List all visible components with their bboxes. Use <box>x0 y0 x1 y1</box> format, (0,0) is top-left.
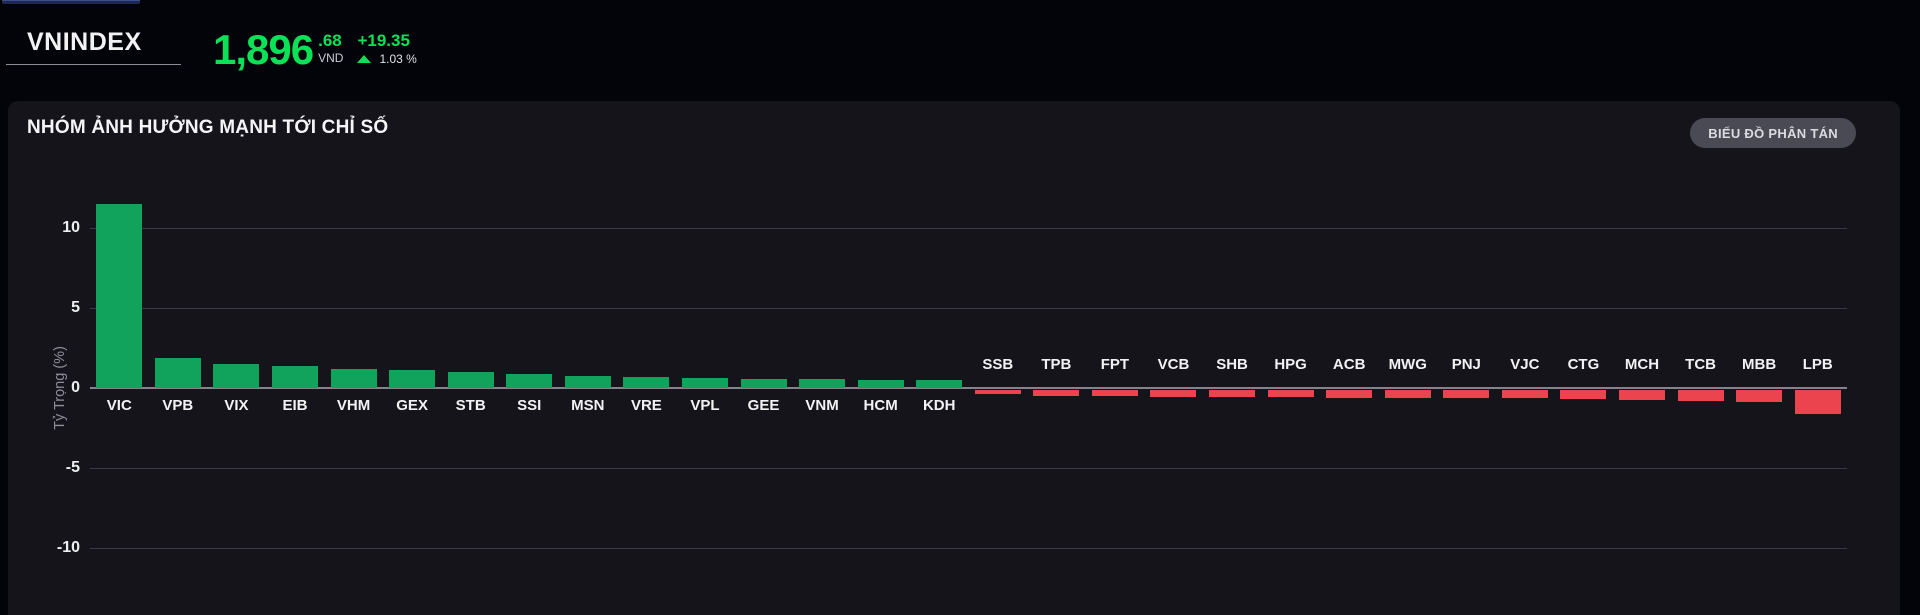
ticker-label-HCM: HCM <box>863 397 898 414</box>
bar-VNM[interactable] <box>799 379 846 388</box>
panel-title: NHÓM ẢNH HƯỞNG MẠNH TỚI CHỈ SỐ <box>27 117 389 138</box>
bar-STB[interactable] <box>447 372 494 388</box>
ticker-label-VIC: VIC <box>106 397 132 414</box>
bar-SSI[interactable] <box>506 373 553 388</box>
ticker-label-MCH: MCH <box>1624 356 1660 373</box>
ticker-label-MWG: MWG <box>1388 356 1427 373</box>
ticker-label-VRE: VRE <box>630 397 662 414</box>
ticker-label-VPB: VPB <box>162 397 194 414</box>
index-header: VNINDEX 1,896 .68 VND +19.35 1.03 % <box>0 0 1920 100</box>
y-tick-label: 0 <box>71 379 80 396</box>
bar-VIX[interactable] <box>213 364 260 388</box>
bar-VCB[interactable] <box>1150 390 1197 398</box>
bar-LPB[interactable] <box>1794 390 1841 414</box>
bar-MWG[interactable] <box>1384 390 1431 398</box>
zero-axis-line <box>90 387 1847 389</box>
ticker-label-VNM: VNM <box>805 397 839 414</box>
index-price-decimal: .68 <box>318 31 342 50</box>
ticker-label-VIX: VIX <box>224 397 249 414</box>
bar-HPG[interactable] <box>1267 390 1314 398</box>
bar-PNJ[interactable] <box>1443 390 1490 398</box>
bar-VPB[interactable] <box>154 358 201 388</box>
bar-HCM[interactable] <box>857 380 904 388</box>
bar-VPL[interactable] <box>681 378 728 388</box>
impact-panel: NHÓM ẢNH HƯỞNG MẠNH TỚI CHỈ SỐ BIỂU ĐỒ P… <box>8 101 1900 615</box>
ticker-label-KDH: KDH <box>922 397 956 414</box>
ticker-label-TPB: TPB <box>1041 356 1072 373</box>
bar-MCH[interactable] <box>1619 390 1666 400</box>
bar-MSN[interactable] <box>564 376 611 388</box>
index-change: +19.35 <box>357 31 410 50</box>
gridline <box>90 548 1847 549</box>
bar-ACB[interactable] <box>1326 390 1373 398</box>
ticker-label-TCB: TCB <box>1685 356 1716 373</box>
y-axis-title: Tỷ Trọng (%) <box>51 346 68 430</box>
bar-CTG[interactable] <box>1560 390 1607 399</box>
ticker-label-HPG: HPG <box>1274 356 1307 373</box>
bar-KDH[interactable] <box>916 380 963 388</box>
ticker-label-GEE: GEE <box>747 397 780 414</box>
bar-TCB[interactable] <box>1677 390 1724 402</box>
up-triangle-icon <box>357 55 372 63</box>
bar-GEX[interactable] <box>389 370 436 388</box>
ticker-label-GEX: GEX <box>396 397 428 414</box>
y-tick-label: 10 <box>62 219 80 236</box>
gridline <box>90 228 1847 229</box>
ticker-label-ACB: ACB <box>1332 356 1366 373</box>
y-tick-label: -10 <box>56 539 80 556</box>
ticker-label-VCB: VCB <box>1157 356 1190 373</box>
bar-VHM[interactable] <box>330 368 377 388</box>
gridline <box>90 308 1847 309</box>
index-quote: 1,896 .68 VND +19.35 1.03 % <box>213 26 417 73</box>
y-tick-label: 5 <box>71 299 80 316</box>
ticker-label-MBB: MBB <box>1742 356 1777 373</box>
bar-SSB[interactable] <box>974 390 1021 394</box>
y-tick-label: -5 <box>65 459 80 476</box>
bar-MBB[interactable] <box>1736 390 1783 402</box>
index-name: VNINDEX <box>27 28 142 56</box>
bar-FPT[interactable] <box>1091 390 1138 397</box>
ticker-label-CTG: CTG <box>1567 356 1600 373</box>
index-price: 1,896 <box>213 26 314 73</box>
ticker-label-STB: STB <box>455 397 486 414</box>
bar-EIB[interactable] <box>271 365 318 388</box>
ticker-label-EIB: EIB <box>282 397 308 414</box>
top-accent-bar <box>2 0 140 4</box>
ticker-label-FPT: FPT <box>1100 356 1130 373</box>
index-name-underline <box>6 64 181 65</box>
ticker-label-SSI: SSI <box>517 397 542 414</box>
ticker-label-VHM: VHM <box>336 397 371 414</box>
scatter-chart-button[interactable]: BIỂU ĐỒ PHÂN TÁN <box>1690 118 1856 148</box>
bar-VRE[interactable] <box>623 376 670 388</box>
ticker-label-PNJ: PNJ <box>1451 356 1481 373</box>
bar-TPB[interactable] <box>1033 390 1080 396</box>
impact-bar-chart: 10 5 0 -5 -10 Tỷ Trọng (%) VIC VPB VIX EIB VHM GEX S… <box>8 101 1900 615</box>
ticker-label-LPB: LPB <box>1802 356 1833 373</box>
bar-SHB[interactable] <box>1209 390 1256 398</box>
ticker-label-SSB: SSB <box>982 356 1014 373</box>
gridline <box>90 468 1847 469</box>
ticker-label-MSN: MSN <box>571 397 605 414</box>
ticker-label-VPL: VPL <box>690 397 720 414</box>
bar-VIC[interactable] <box>96 204 143 388</box>
ticker-label-VJC: VJC <box>1510 356 1540 373</box>
bar-GEE[interactable] <box>740 379 787 388</box>
index-change-percent: 1.03 % <box>379 52 417 66</box>
bar-VJC[interactable] <box>1501 390 1548 398</box>
ticker-label-SHB: SHB <box>1216 356 1248 373</box>
index-currency: VND <box>318 51 344 65</box>
